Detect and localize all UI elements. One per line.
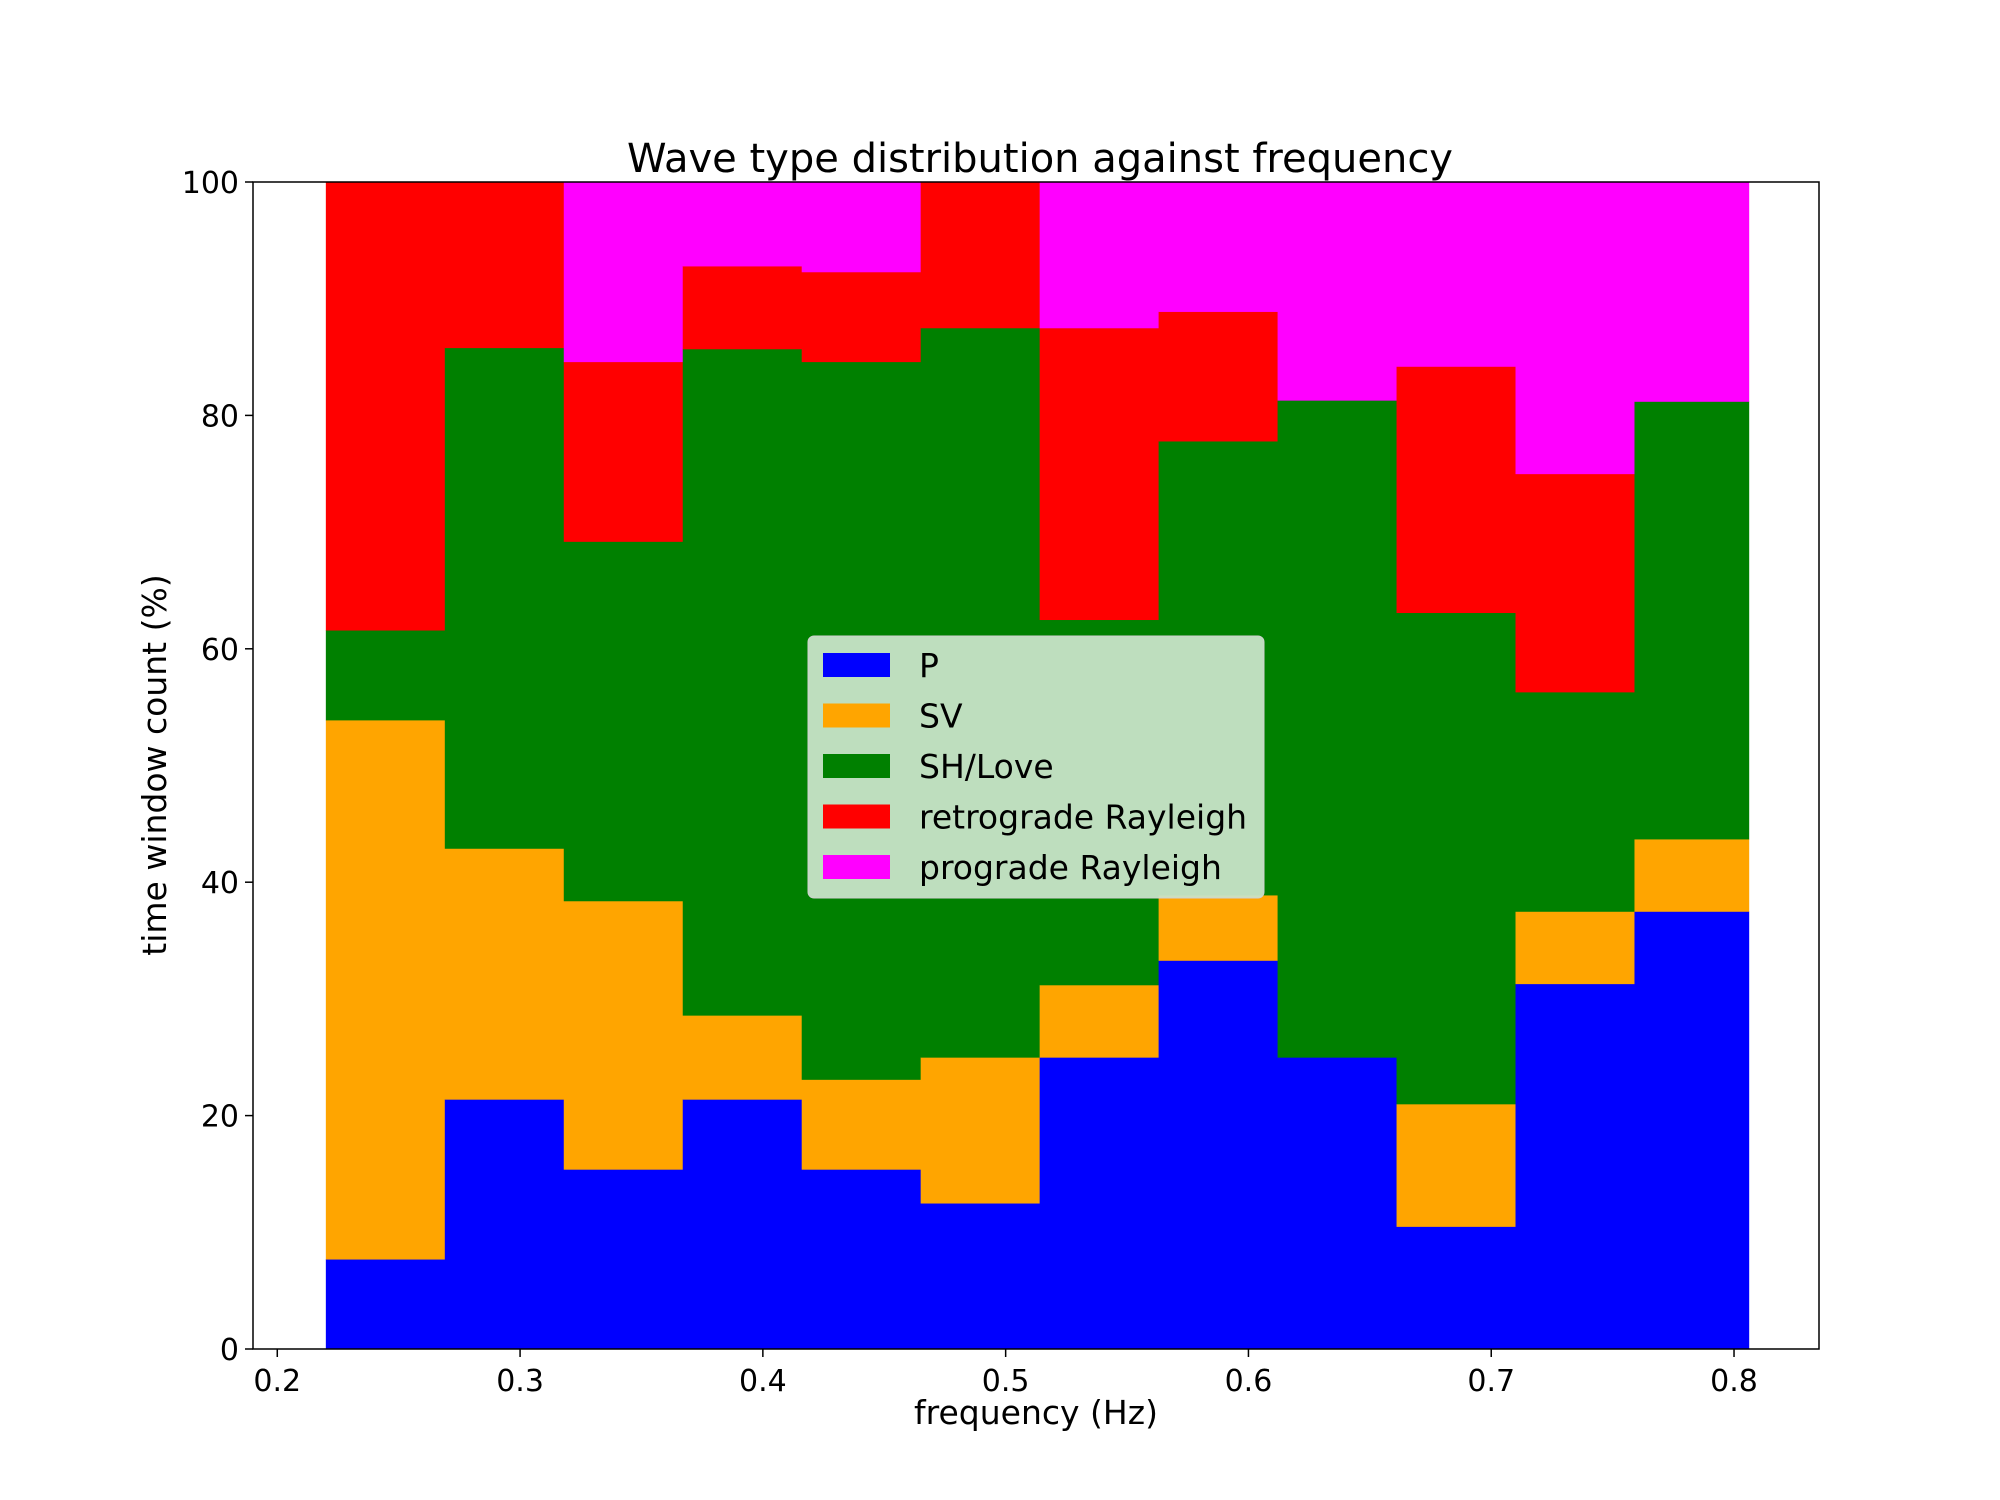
- bar-segment-retrograde-rayleigh-bin-8: [1158, 311, 1279, 442]
- chart-title: Wave type distribution against frequency: [627, 136, 1453, 182]
- legend-label-p: P: [919, 646, 939, 685]
- bar-segment-p-bin-5: [801, 1169, 922, 1350]
- bar-segment-retrograde-rayleigh-bin-7: [1039, 327, 1160, 621]
- bar-segment-p-bin-8: [1158, 960, 1279, 1350]
- bar-segment-retrograde-rayleigh-bin-11: [1515, 473, 1636, 693]
- bar-segment-p-bin-4: [682, 1099, 803, 1350]
- bar-segment-sv-bin-5: [801, 1079, 922, 1170]
- bar-segment-p-bin-12: [1634, 911, 1750, 1350]
- bar-segment-prograde-rayleigh-bin-8: [1158, 182, 1279, 312]
- bar-segment-retrograde-rayleigh-bin-3: [563, 361, 684, 542]
- y-tick-label: 60: [201, 633, 239, 668]
- x-axis: 0.2 0.3 0.4 0.5 0.6 0.7 0.8: [253, 1349, 1758, 1399]
- bar-segment-p-bin-11: [1515, 983, 1636, 1350]
- x-tick-label: 0.6: [1225, 1364, 1273, 1399]
- bar-segment-retrograde-rayleigh-bin-6: [920, 182, 1041, 329]
- x-tick-label: 0.5: [982, 1364, 1030, 1399]
- legend-label-sv: SV: [919, 697, 963, 736]
- bar-segment-sh-love-bin-10: [1396, 612, 1517, 1105]
- bar-segment-sv-bin-1: [325, 719, 446, 1260]
- bar-segment-sh-love-bin-11: [1515, 691, 1636, 912]
- bar-segment-sh-love-bin-2: [444, 347, 565, 849]
- bar-segment-p-bin-1: [325, 1259, 446, 1350]
- bar-segment-sv-bin-4: [682, 1015, 803, 1100]
- y-axis-label: time window count (%): [135, 574, 174, 955]
- legend-box: [807, 635, 1265, 899]
- x-tick-label: 0.2: [253, 1364, 301, 1399]
- bar-segment-sv-bin-8: [1158, 895, 1279, 961]
- bar-segment-p-bin-3: [563, 1169, 684, 1350]
- bar-segment-prograde-rayleigh-bin-3: [563, 182, 684, 363]
- legend-label-retrograde-rayleigh: retrograde Rayleigh: [919, 798, 1247, 837]
- bar-segment-p-bin-9: [1277, 1057, 1398, 1350]
- y-tick-label: 0: [220, 1333, 239, 1368]
- bar-segment-p-bin-2: [444, 1099, 565, 1350]
- bar-segment-sh-love-bin-12: [1634, 401, 1750, 840]
- bar-segment-retrograde-rayleigh-bin-10: [1396, 366, 1517, 614]
- bar-segment-sv-bin-7: [1039, 984, 1160, 1058]
- legend-swatch-prograde-rayleigh: [823, 855, 890, 879]
- legend-label-sh-love: SH/Love: [919, 747, 1054, 786]
- x-tick-label: 0.7: [1467, 1364, 1515, 1399]
- legend-swatch-sh-love: [823, 754, 890, 778]
- bar-segment-sh-love-bin-9: [1277, 400, 1398, 1058]
- x-axis-label: frequency (Hz): [914, 1393, 1158, 1432]
- x-tick-label: 0.3: [496, 1364, 544, 1399]
- y-tick-label: 100: [182, 166, 239, 201]
- y-tick-label: 80: [201, 399, 239, 434]
- bar-segment-p-bin-7: [1039, 1057, 1160, 1350]
- bar-segment-sv-bin-10: [1396, 1103, 1517, 1227]
- bar-segment-prograde-rayleigh-bin-4: [682, 182, 803, 267]
- bar-segment-sv-bin-2: [444, 848, 565, 1100]
- bars: [325, 182, 1750, 1350]
- bar-segment-retrograde-rayleigh-bin-4: [682, 266, 803, 350]
- bar-segment-p-bin-10: [1396, 1226, 1517, 1350]
- y-axis: 0 20 40 60 80 100: [182, 166, 253, 1368]
- bar-segment-sv-bin-11: [1515, 911, 1636, 985]
- bar-segment-sv-bin-3: [563, 900, 684, 1170]
- y-tick-label: 40: [201, 866, 239, 901]
- bar-segment-retrograde-rayleigh-bin-1: [325, 182, 446, 631]
- bar-segment-sv-bin-12: [1634, 839, 1750, 912]
- bar-segment-prograde-rayleigh-bin-5: [801, 182, 922, 273]
- bar-segment-sh-love-bin-3: [563, 541, 684, 902]
- y-tick-label: 20: [201, 1100, 239, 1135]
- bar-segment-retrograde-rayleigh-bin-5: [801, 271, 922, 363]
- bar-segment-retrograde-rayleigh-bin-2: [444, 182, 565, 349]
- x-tick-label: 0.4: [739, 1364, 787, 1399]
- bar-segment-sv-bin-6: [920, 1057, 1041, 1204]
- plot-frame: [252, 181, 1820, 1350]
- bar-segment-prograde-rayleigh-bin-10: [1396, 182, 1517, 367]
- legend-label-prograde-rayleigh: prograde Rayleigh: [919, 848, 1222, 887]
- legend-swatch-retrograde-rayleigh: [823, 804, 890, 829]
- bar-segment-prograde-rayleigh-bin-7: [1039, 182, 1160, 329]
- bar-segment-prograde-rayleigh-bin-11: [1515, 182, 1636, 475]
- x-tick-label: 0.8: [1710, 1364, 1758, 1399]
- bar-segment-p-bin-6: [920, 1203, 1041, 1350]
- bar-segment-prograde-rayleigh-bin-9: [1277, 182, 1398, 401]
- bar-segment-sh-love-bin-4: [682, 348, 803, 1016]
- legend: P SV SH/Love retrograde Rayleigh prograde Ra…: [807, 635, 1265, 899]
- legend-swatch-sv: [823, 703, 890, 728]
- bar-segment-prograde-rayleigh-bin-12: [1634, 182, 1750, 402]
- legend-swatch-p: [823, 653, 890, 677]
- bar-segment-sh-love-bin-1: [325, 630, 446, 721]
